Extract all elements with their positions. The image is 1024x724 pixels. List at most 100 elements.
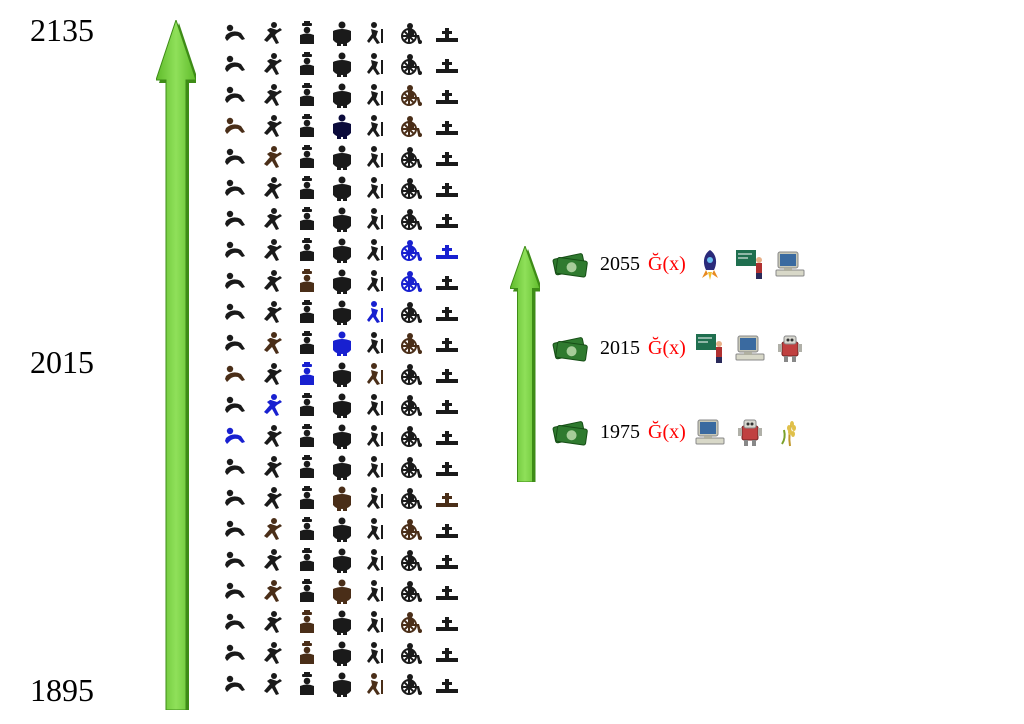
crawl-icon xyxy=(220,112,254,140)
cane-icon xyxy=(360,360,394,388)
cane-icon xyxy=(360,670,394,698)
run-icon xyxy=(255,174,289,202)
grave-icon xyxy=(430,81,464,109)
run-icon xyxy=(255,112,289,140)
grid-row xyxy=(220,576,464,606)
run-icon xyxy=(255,577,289,605)
police-icon xyxy=(290,577,324,605)
cane-icon xyxy=(360,546,394,574)
big-icon xyxy=(325,360,359,388)
rocket-icon xyxy=(694,248,726,280)
grave-icon xyxy=(430,515,464,543)
money-icon xyxy=(548,414,592,450)
police-icon xyxy=(290,515,324,543)
crawl-icon xyxy=(220,391,254,419)
run-icon xyxy=(255,329,289,357)
year-label-mid: 2015 xyxy=(30,344,94,381)
cane-icon xyxy=(360,329,394,357)
big-icon xyxy=(325,577,359,605)
grid-row xyxy=(220,204,464,234)
wheel-icon xyxy=(395,453,429,481)
wheel-icon xyxy=(395,19,429,47)
grave-icon xyxy=(430,360,464,388)
run-icon xyxy=(255,515,289,543)
run-icon xyxy=(255,143,289,171)
side-row: 2055Ğ(x) xyxy=(548,244,806,284)
wheel-icon xyxy=(395,391,429,419)
run-icon xyxy=(255,546,289,574)
grid-row xyxy=(220,80,464,110)
grave-icon xyxy=(430,298,464,326)
crawl-icon xyxy=(220,50,254,78)
wheel-icon xyxy=(395,81,429,109)
police-icon xyxy=(290,546,324,574)
crawl-icon xyxy=(220,639,254,667)
g-of-x-label: Ğ(x) xyxy=(648,421,686,444)
grid-row xyxy=(220,390,464,420)
run-icon xyxy=(255,391,289,419)
money-icon xyxy=(548,246,592,282)
wheel-icon xyxy=(395,608,429,636)
cane-icon xyxy=(360,515,394,543)
big-icon xyxy=(325,546,359,574)
side-row: 1975 Ğ(x) xyxy=(548,412,806,452)
grave-icon xyxy=(430,112,464,140)
wheel-icon xyxy=(395,422,429,450)
grave-icon xyxy=(430,484,464,512)
wheel-icon xyxy=(395,515,429,543)
grid-row xyxy=(220,173,464,203)
side-panel: 2055Ğ(x) 2015Ğ(x) 1975Ğ(x) xyxy=(548,244,806,496)
crawl-icon xyxy=(220,515,254,543)
crawl-icon xyxy=(220,422,254,450)
police-icon xyxy=(290,298,324,326)
wheel-icon xyxy=(395,484,429,512)
big-icon xyxy=(325,267,359,295)
cane-icon xyxy=(360,143,394,171)
big-icon xyxy=(325,515,359,543)
run-icon xyxy=(255,236,289,264)
police-icon xyxy=(290,19,324,47)
crawl-icon xyxy=(220,577,254,605)
side-year: 2055 xyxy=(600,253,640,276)
computer-icon xyxy=(694,416,726,448)
timeline-arrow-large xyxy=(156,20,196,710)
grid-row xyxy=(220,359,464,389)
grid-row xyxy=(220,111,464,141)
police-icon xyxy=(290,329,324,357)
cane-icon xyxy=(360,298,394,326)
cane-icon xyxy=(360,639,394,667)
crawl-icon xyxy=(220,298,254,326)
crawl-icon xyxy=(220,546,254,574)
big-icon xyxy=(325,391,359,419)
money-icon xyxy=(548,330,592,366)
cane-icon xyxy=(360,608,394,636)
big-icon xyxy=(325,81,359,109)
big-icon xyxy=(325,143,359,171)
grid-row xyxy=(220,235,464,265)
run-icon xyxy=(255,50,289,78)
cane-icon xyxy=(360,453,394,481)
police-icon xyxy=(290,453,324,481)
police-icon xyxy=(290,391,324,419)
wheel-icon xyxy=(395,639,429,667)
grid-row xyxy=(220,514,464,544)
big-icon xyxy=(325,112,359,140)
robot-icon xyxy=(774,332,806,364)
run-icon xyxy=(255,422,289,450)
g-of-x-label: Ğ(x) xyxy=(648,337,686,360)
run-icon xyxy=(255,453,289,481)
big-icon xyxy=(325,484,359,512)
grave-icon xyxy=(430,19,464,47)
side-year: 1975 xyxy=(600,421,640,444)
grave-icon xyxy=(430,453,464,481)
crawl-icon xyxy=(220,484,254,512)
crawl-icon xyxy=(220,205,254,233)
crawl-icon xyxy=(220,174,254,202)
cane-icon xyxy=(360,81,394,109)
teacher-icon xyxy=(734,248,766,280)
crawl-icon xyxy=(220,143,254,171)
cane-icon xyxy=(360,50,394,78)
grave-icon xyxy=(430,329,464,357)
police-icon xyxy=(290,484,324,512)
wheel-icon xyxy=(395,205,429,233)
